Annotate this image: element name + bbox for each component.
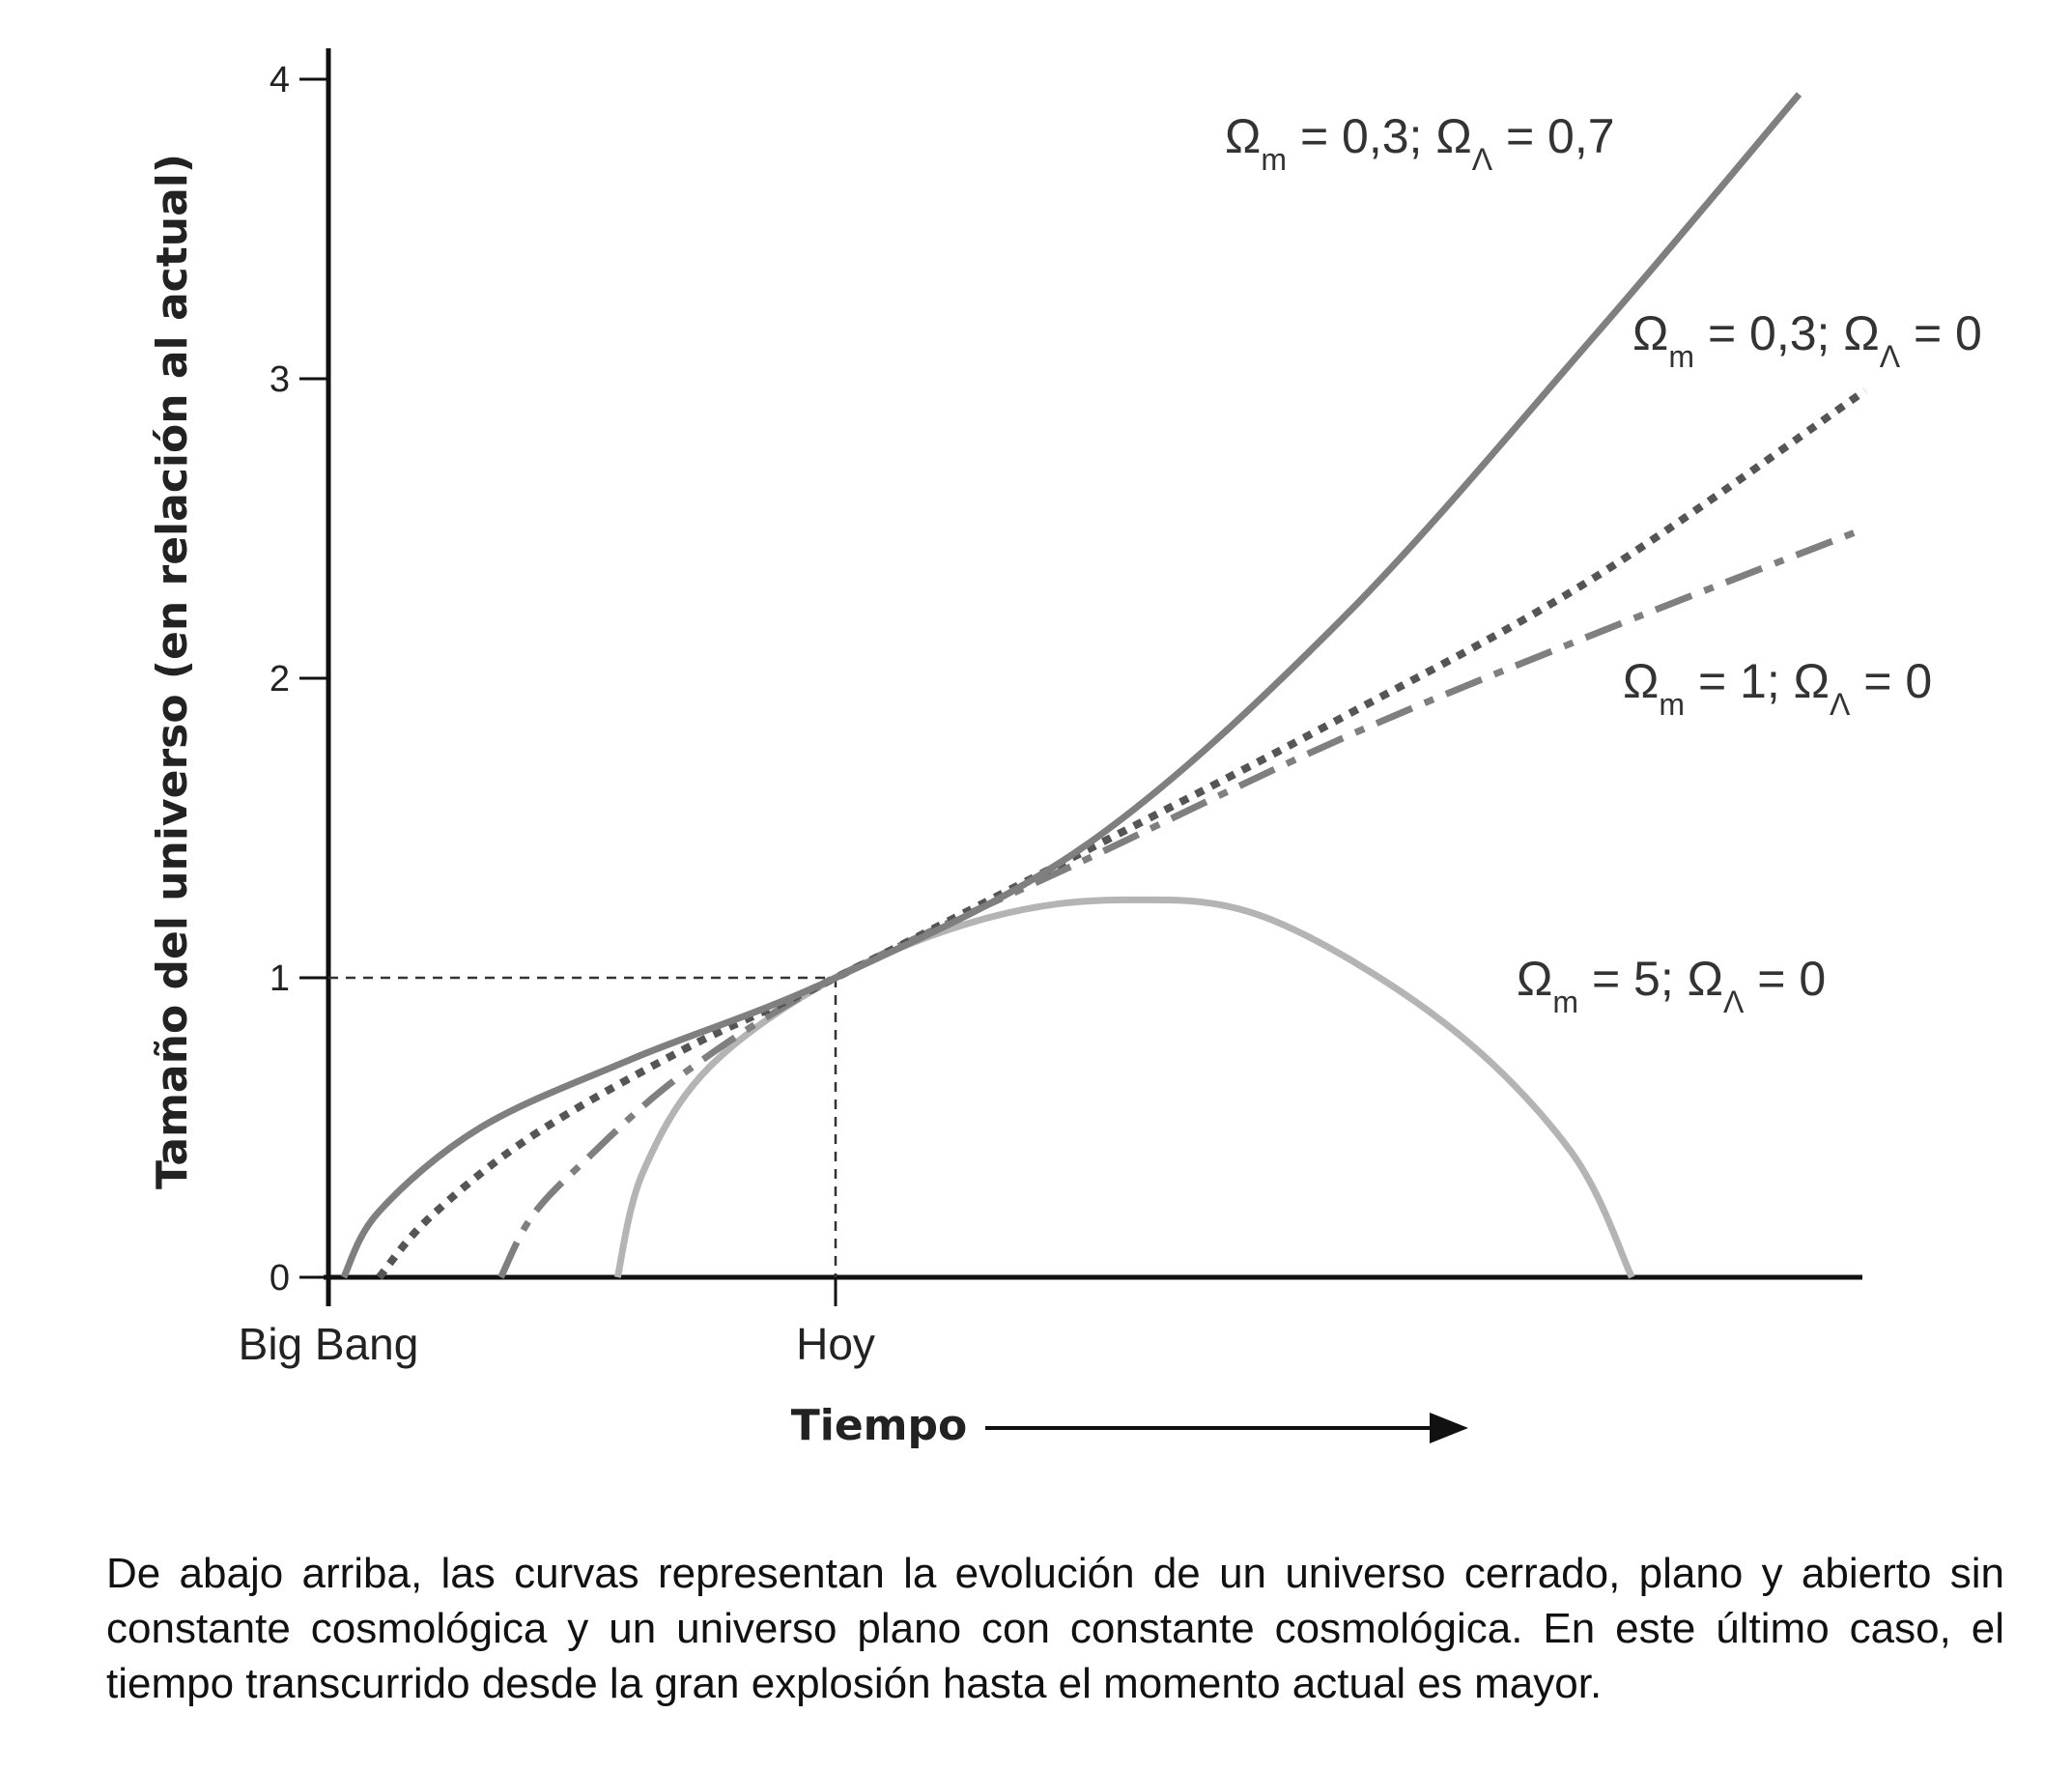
series-label: Ωm = 0,3; ΩΛ = 0 [1632, 306, 1982, 374]
x-marker-label: Big Bang [239, 1319, 419, 1369]
series-label: Ωm = 1; ΩΛ = 0 [1623, 654, 1932, 722]
series-line [376, 387, 1868, 1280]
series-line [340, 92, 1802, 1279]
y-tick-labels: 0 1 2 3 4 [270, 60, 290, 1299]
x-marker-labels: Big Bang Hoy [239, 1319, 875, 1369]
series-labels: Ωm = 0,3; ΩΛ = 0,7 Ωm = 0,3; ΩΛ = 0 Ωm = 1… [1225, 109, 1982, 1019]
y-tick-label: 1 [270, 958, 290, 999]
series-line [613, 896, 1635, 1279]
y-tick-label: 4 [270, 60, 290, 100]
y-tick-label: 3 [270, 359, 290, 400]
series-label: Ωm = 0,3; ΩΛ = 0,7 [1225, 109, 1615, 177]
y-tick-label: 2 [270, 659, 290, 700]
axes [299, 48, 1862, 1306]
curves [340, 92, 1868, 1280]
y-tick-label: 0 [270, 1258, 290, 1299]
y-axis-title: Tamaño del universo (en relación al actu… [148, 154, 197, 1189]
reference-lines [328, 976, 837, 1277]
time-arrow-head [1430, 1413, 1468, 1443]
x-marker-label: Hoy [796, 1319, 875, 1369]
figure-caption: De abajo arriba, las curvas representan … [106, 1550, 2004, 1707]
x-axis-title: Tiempo [791, 1401, 968, 1450]
series-label: Ωm = 5; ΩΛ = 0 [1517, 952, 1826, 1019]
